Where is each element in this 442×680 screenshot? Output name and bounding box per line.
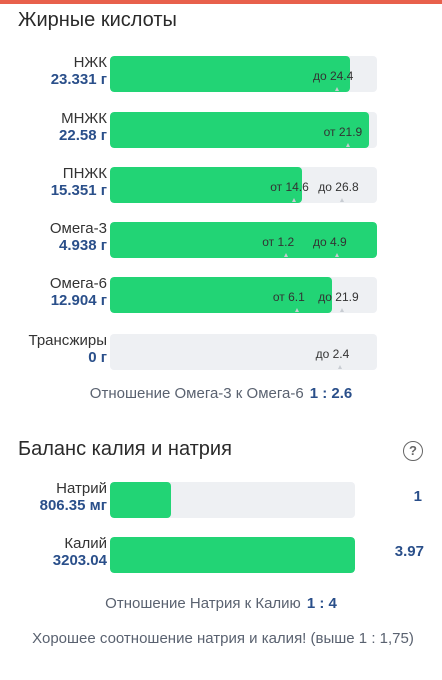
sodium-ratio-value: 1 : 4 [306,595,337,612]
reference-tick-icon [294,308,299,312]
balance-row: Натрий 806.35 мг 1 [0,478,442,518]
balance-bar-track [110,537,355,573]
reference-label: до 2.4 [315,347,350,361]
fatty-acid-bar-track: от 6.1 до 21.9 [110,277,377,313]
balance-label: Натрий 806.35 мг [40,480,107,515]
reference-label: от 21.9 [323,125,363,139]
balance-bar-fill [110,482,172,518]
fatty-acid-row: Омега-6 12.904 г от 6.1 до 21.9 [0,273,442,313]
fatty-acid-label: Омега-3 4.938 г [50,220,107,255]
fatty-acid-row: МНЖК 22.58 г от 21.9 [0,108,442,148]
balance-title: Баланс калия и натрия [18,438,232,460]
reference-tick-icon [284,253,289,257]
fatty-acid-name: Омега-6 [49,275,107,292]
reference-tick-icon [337,365,342,369]
fatty-acid-amount: 23.331 г [50,71,107,88]
fatty-acid-label: НЖК 23.331 г [51,54,107,89]
fatty-acid-label: Трансжиры 0 г [29,332,108,367]
mineral-name: Натрий [56,480,107,497]
sodium-ratio-label: Отношение Натрия к Калию [105,595,301,612]
fatty-acid-label: Омега-6 12.904 г [50,275,107,310]
reference-label: до 4.9 [312,235,347,249]
mineral-amount: 3203.04 [52,552,107,569]
fatty-acid-name: МНЖК [61,110,107,127]
reference-label: до 21.9 [318,290,359,304]
fatty-acid-bar-fill [110,56,351,92]
reference-tick-icon [334,253,339,257]
fatty-acid-name: Омега-3 [49,220,107,237]
balance-ratio-number: 1 [413,488,422,505]
fatty-acid-bar-fill [110,277,332,313]
balance-bar-fill [110,537,355,573]
fatty-acid-amount: 0 г [88,349,107,366]
balance-bar-track [110,482,355,518]
fatty-acid-row: НЖК 23.331 г до 24.4 [0,52,442,92]
top-accent-strip [0,0,442,4]
fatty-acid-amount: 22.58 г [59,127,107,144]
fatty-acid-label: МНЖК 22.58 г [59,110,107,145]
fatty-acid-amount: 15.351 г [50,182,107,199]
sodium-potassium-ratio: Отношение Натрия к Калию 1 : 4 [0,595,442,612]
balance-ratio-number: 3.97 [394,543,424,560]
fatty-acid-bar-fill [110,222,377,258]
fatty-acid-name: ПНЖК [62,165,107,182]
reference-label: от 1.2 [262,235,295,249]
fatty-acid-name: Трансжиры [28,332,108,349]
balance-note: Хорошее соотношение натрия и калия! (выш… [32,630,414,647]
fatty-acid-row: Трансжиры 0 г до 2.4 [0,330,442,370]
fatty-acid-label: ПНЖК 15.351 г [51,165,107,200]
omega-ratio-label: Отношение Омега-3 к Омега-6 [89,385,304,402]
reference-tick-icon [340,198,345,202]
mineral-name: Калий [64,535,107,552]
reference-label: от 6.1 [272,290,305,304]
fatty-acid-bar-track: от 1.2 до 4.9 [110,222,377,258]
fatty-acid-bar-track: до 2.4 [110,334,377,370]
balance-row: Калий 3203.04 3.97 [0,533,442,573]
omega-ratio-value: 1 : 2.6 [309,385,353,402]
fatty-acid-bar-track: от 14.6 до 26.8 [110,167,377,203]
reference-tick-icon [340,308,345,312]
fatty-acid-row: Омега-3 4.938 г от 1.2 до 4.9 [0,218,442,258]
fatty-acid-amount: 4.938 г [59,237,107,254]
reference-tick-icon [334,87,339,91]
reference-label: до 26.8 [318,180,359,194]
reference-label: до 24.4 [312,69,354,83]
fatty-acid-bar-fill [110,112,369,148]
fatty-acid-amount: 12.904 г [50,292,107,309]
fatty-acid-bar-track: от 21.9 [110,112,377,148]
fatty-acid-bar-track: до 24.4 [110,56,377,92]
balance-label: Калий 3203.04 [53,535,107,570]
reference-label: от 14.6 [270,180,309,194]
fatty-acid-bar-fill [110,167,303,203]
omega-ratio: Отношение Омега-3 к Омега-6 1 : 2.6 [0,385,442,402]
fatty-acid-row: ПНЖК 15.351 г от 14.6 до 26.8 [0,163,442,203]
reference-tick-icon [292,198,297,202]
question-circle-icon[interactable]: ? [403,441,423,461]
reference-tick-icon [345,143,350,147]
fatty-acids-title: Жирные кислоты [18,9,177,31]
fatty-acid-name: НЖК [73,54,107,71]
mineral-amount: 806.35 мг [39,497,107,514]
